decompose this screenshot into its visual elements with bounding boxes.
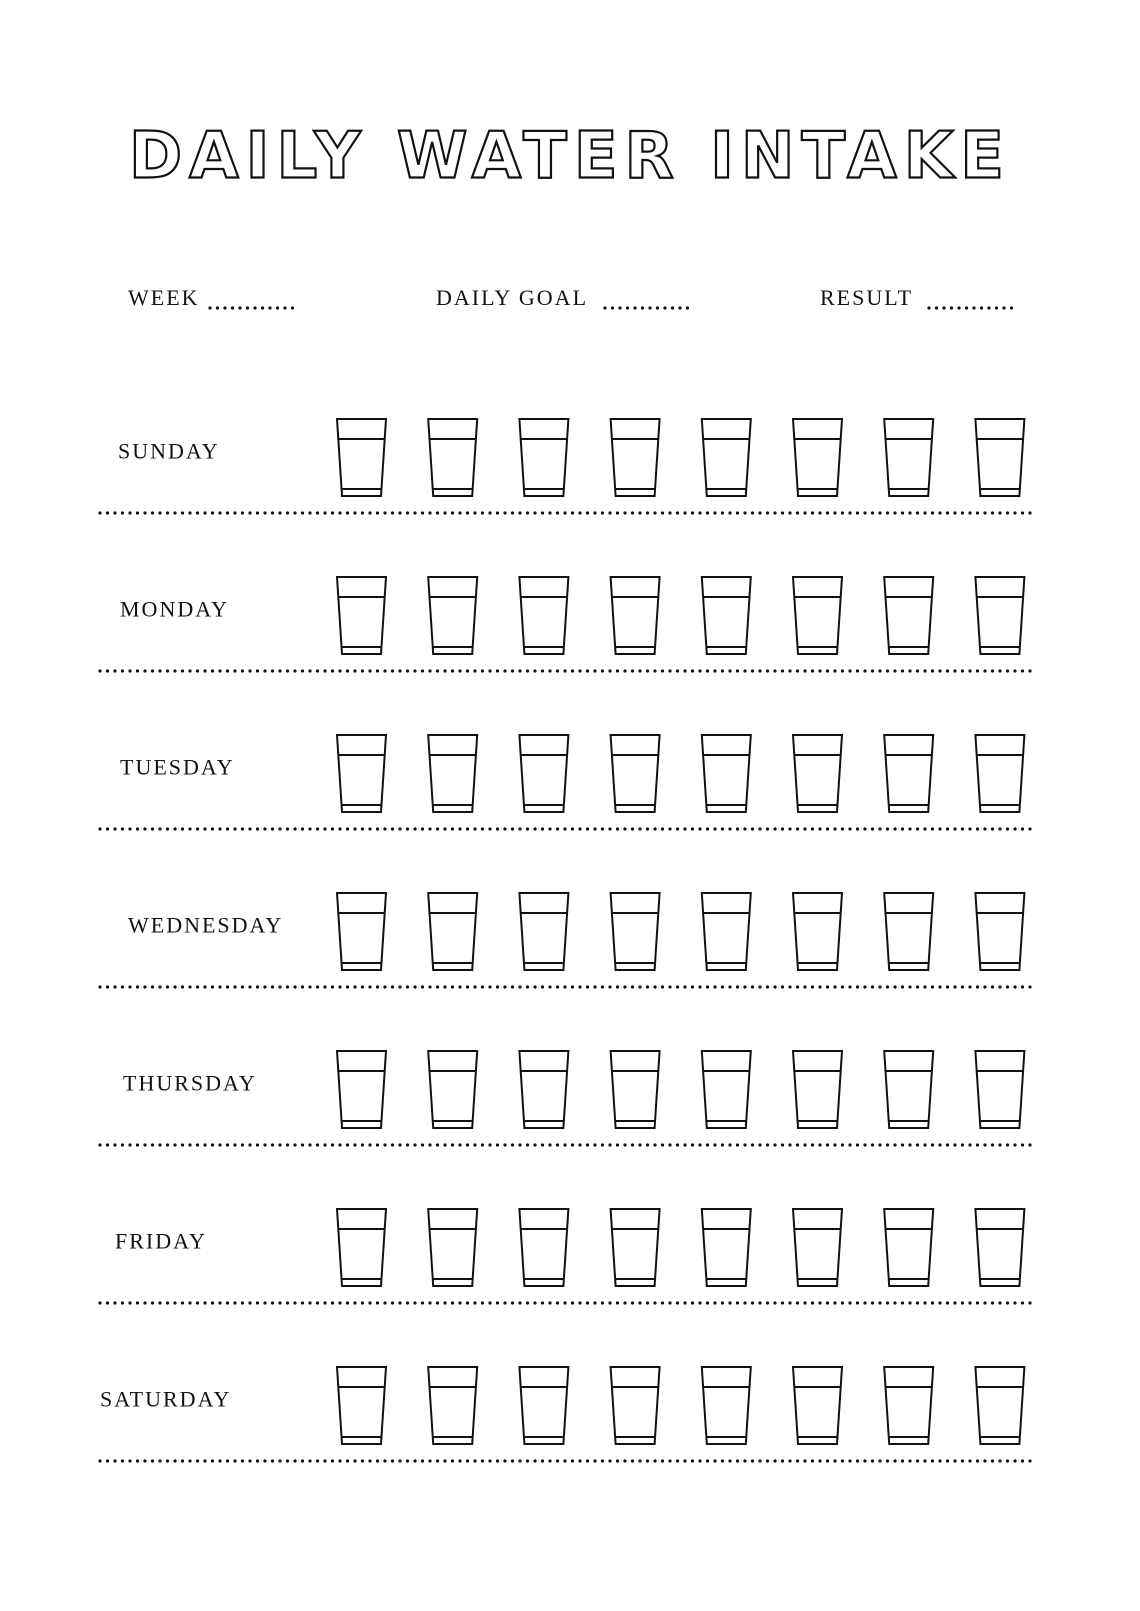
glass	[700, 1208, 752, 1287]
glass	[427, 892, 479, 971]
glass	[335, 892, 388, 971]
glass	[427, 734, 479, 813]
glass	[883, 734, 935, 813]
glass	[335, 1208, 388, 1287]
glass	[791, 734, 844, 813]
glass	[974, 892, 1026, 971]
glass	[974, 1208, 1026, 1287]
glass	[427, 1050, 479, 1129]
glass	[700, 1050, 752, 1129]
glass	[700, 418, 752, 497]
glass	[609, 1366, 661, 1445]
glass	[791, 1050, 844, 1129]
glass	[518, 1208, 570, 1287]
glass	[700, 576, 752, 655]
glass	[791, 1208, 844, 1287]
glass	[518, 576, 570, 655]
title: DAILY WATER INTAKE	[129, 120, 1011, 194]
glass	[883, 1366, 935, 1445]
glass	[609, 1208, 661, 1287]
glass	[335, 576, 388, 655]
glass	[609, 1050, 661, 1129]
day-label: TUESDAY	[120, 755, 235, 780]
glass	[974, 418, 1026, 497]
glass	[791, 576, 844, 655]
glass	[335, 418, 388, 497]
day-label: MONDAY	[120, 597, 229, 622]
glass	[791, 418, 844, 497]
glass	[609, 576, 661, 655]
glass	[883, 576, 935, 655]
glass	[700, 734, 752, 813]
day-label: THURSDAY	[123, 1071, 257, 1096]
glass	[427, 1208, 479, 1287]
glass	[883, 1050, 935, 1129]
glass	[791, 892, 844, 971]
glass	[518, 892, 570, 971]
glass	[335, 1366, 388, 1445]
glass	[427, 576, 479, 655]
field-label: RESULT	[820, 285, 913, 310]
glass	[609, 418, 661, 497]
glass	[974, 1050, 1026, 1129]
glass	[427, 418, 479, 497]
glass	[427, 1366, 479, 1445]
glass	[974, 1366, 1026, 1445]
glass	[335, 734, 388, 813]
glass	[518, 1366, 570, 1445]
glass	[335, 1050, 388, 1129]
glass	[518, 734, 570, 813]
day-label: FRIDAY	[115, 1229, 207, 1254]
day-label: SUNDAY	[118, 439, 220, 464]
glass	[518, 418, 570, 497]
glass	[518, 1050, 570, 1129]
day-label: SATURDAY	[100, 1387, 231, 1412]
day-label: WEDNESDAY	[128, 913, 283, 938]
glass	[974, 576, 1026, 655]
field-label: WEEK	[128, 285, 200, 310]
glass	[700, 892, 752, 971]
glass	[883, 1208, 935, 1287]
glass	[974, 734, 1026, 813]
glass	[609, 892, 661, 971]
glass	[883, 418, 935, 497]
glass	[791, 1366, 844, 1445]
field-label: DAILY GOAL	[436, 285, 588, 310]
glass	[700, 1366, 752, 1445]
glass	[609, 734, 661, 813]
glass	[883, 892, 935, 971]
